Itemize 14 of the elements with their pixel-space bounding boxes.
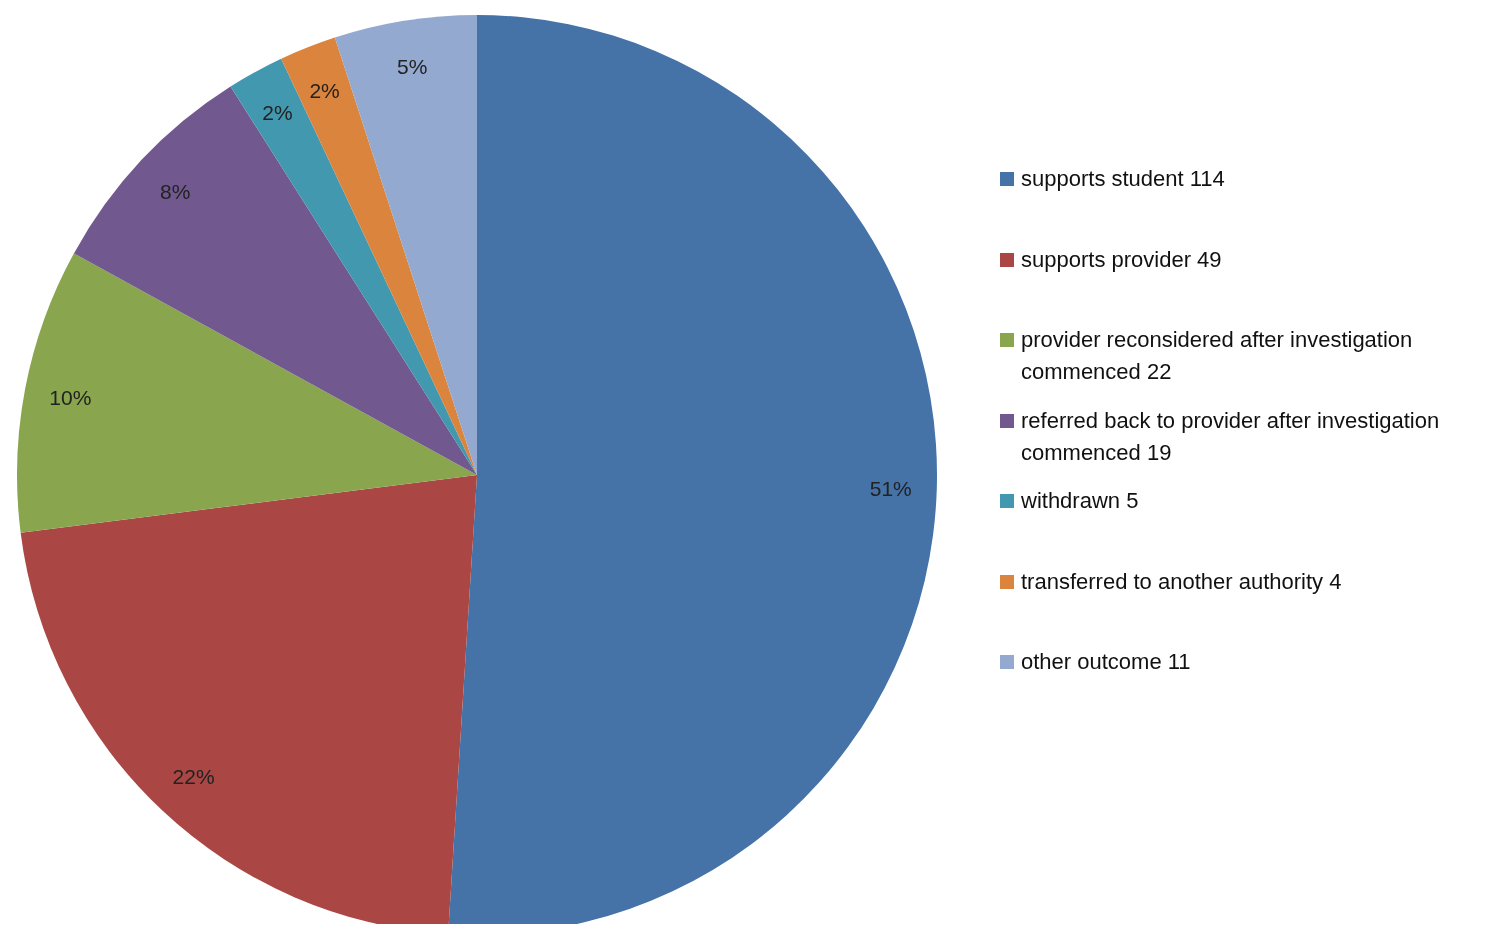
legend-label: supports provider 49 bbox=[1021, 245, 1222, 274]
legend-label: withdrawn 5 bbox=[1021, 487, 1139, 515]
legend-label: transferred to another authority 4 bbox=[1021, 567, 1342, 596]
data-label: 8% bbox=[160, 180, 191, 204]
data-label: 22% bbox=[172, 765, 215, 789]
data-label: 10% bbox=[49, 385, 92, 409]
legend-label: referred back to provider after investigation commenced 19 bbox=[1021, 406, 1441, 467]
data-label: 2% bbox=[262, 100, 293, 124]
legend-label: supports student 114 bbox=[1021, 165, 1225, 193]
legend-label: other outcome 11 bbox=[1021, 648, 1191, 676]
legend-label: provider reconsidered after investigation commenced 22 bbox=[1021, 326, 1414, 386]
data-label: 5% bbox=[397, 54, 428, 78]
data-label: 51% bbox=[869, 476, 912, 500]
data-label: 2% bbox=[309, 78, 340, 102]
